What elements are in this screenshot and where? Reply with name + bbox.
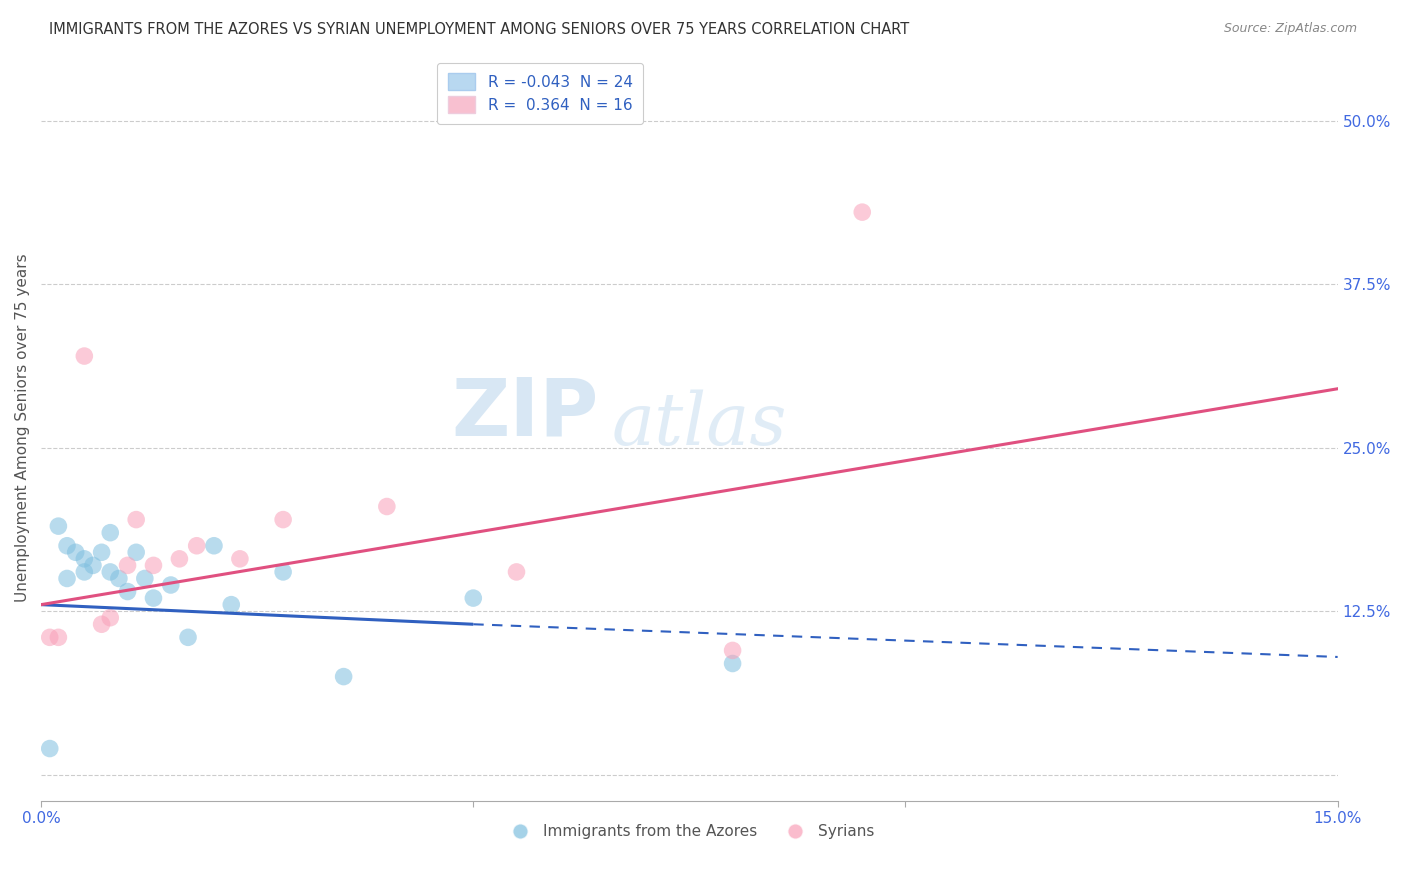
Point [463, 591, 485, 606]
Text: IMMIGRANTS FROM THE AZORES VS SYRIAN UNEMPLOYMENT AMONG SENIORS OVER 75 YEARS CO: IMMIGRANTS FROM THE AZORES VS SYRIAN UNE… [49, 22, 910, 37]
Point [98, 611, 121, 625]
Point [186, 539, 208, 553]
Point [125, 513, 148, 527]
Point [98, 565, 121, 579]
Point [332, 670, 354, 684]
Point [229, 552, 252, 566]
Point [48, 631, 70, 645]
Point [98, 525, 121, 540]
Point [117, 558, 139, 573]
Legend: Immigrants from the Azores, Syrians: Immigrants from the Azores, Syrians [498, 818, 880, 846]
Point [134, 572, 156, 586]
Point [125, 545, 148, 559]
Point [108, 572, 131, 586]
Y-axis label: Unemployment Among Seniors over 75 years: Unemployment Among Seniors over 75 years [15, 253, 30, 602]
Point [142, 558, 165, 573]
Point [375, 500, 398, 514]
Point [721, 657, 744, 671]
Point [73, 565, 96, 579]
Point [271, 513, 294, 527]
Point [117, 584, 139, 599]
Point [73, 552, 96, 566]
Point [219, 598, 242, 612]
Point [73, 349, 96, 363]
Point [177, 631, 200, 645]
Point [169, 552, 191, 566]
Point [90, 545, 112, 559]
Point [38, 631, 60, 645]
Point [142, 591, 165, 606]
Text: ZIP: ZIP [451, 374, 599, 452]
Point [38, 741, 60, 756]
Point [56, 539, 79, 553]
Point [159, 578, 181, 592]
Point [65, 545, 87, 559]
Point [851, 205, 873, 219]
Point [202, 539, 225, 553]
Point [82, 558, 104, 573]
Point [721, 643, 744, 657]
Point [271, 565, 294, 579]
Point [505, 565, 527, 579]
Text: Source: ZipAtlas.com: Source: ZipAtlas.com [1223, 22, 1357, 36]
Text: atlas: atlas [612, 389, 787, 459]
Point [56, 572, 79, 586]
Point [90, 617, 112, 632]
Point [48, 519, 70, 533]
